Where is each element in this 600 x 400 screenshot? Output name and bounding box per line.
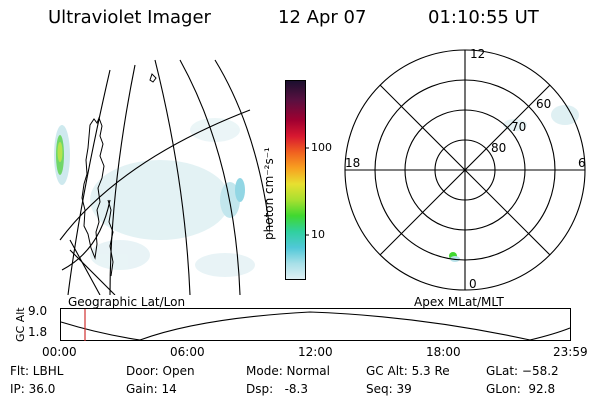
- glon-value: GLon: 92.8: [486, 382, 556, 396]
- geographic-caption: Geographic Lat/Lon: [68, 295, 186, 309]
- gc-alt-value: GC Alt: 5.3 Re: [366, 364, 450, 378]
- mode-value: Mode: Normal: [246, 364, 330, 378]
- mlat-label-70: 70: [511, 120, 527, 134]
- date-label: 12 Apr 07: [278, 7, 367, 28]
- altitude-ylabel: GC Alt: [14, 307, 27, 342]
- mlt-label-0: 0: [469, 277, 477, 291]
- mlt-label-6: 6: [578, 156, 586, 170]
- coastline: [81, 116, 105, 260]
- mlt-label-18: 18: [345, 156, 361, 170]
- mlat-label-60: 60: [536, 97, 552, 111]
- altitude-ytick-high: 9.0: [28, 304, 48, 318]
- polar-caption: Apex MLat/MLT: [414, 295, 504, 309]
- time-tick-2359: 23:59: [553, 345, 588, 359]
- colorbar: [285, 80, 309, 280]
- colorbar-axis-label: photon cm⁻²s⁻¹: [262, 147, 276, 240]
- instrument-title: Ultraviolet Imager: [48, 7, 211, 28]
- time-tick-0600: 06:00: [170, 345, 205, 359]
- door-value: Door: Open: [126, 364, 195, 378]
- ip-value: IP: 36.0: [10, 382, 56, 396]
- polar-emission: [449, 105, 579, 262]
- mlat-label-80: 80: [491, 141, 507, 155]
- time-tick-0000: 00:00: [42, 345, 77, 359]
- polar-plot: [344, 49, 586, 291]
- colorbar-tick-100: 100: [311, 141, 332, 154]
- geographic-map: [54, 59, 270, 295]
- dsp-value: Dsp: -8.3: [246, 382, 309, 396]
- time-tick-1200: 12:00: [298, 345, 333, 359]
- colorbar-tick-10: 10: [311, 228, 325, 241]
- altitude-plot: [60, 308, 571, 341]
- filter-value: Flt: LBHL: [10, 364, 64, 378]
- time-tick-1800: 18:00: [426, 345, 461, 359]
- altitude-ytick-low: 1.8: [28, 325, 48, 339]
- aurora-emission: [54, 118, 255, 277]
- mlt-label-12: 12: [470, 47, 486, 61]
- seq-value: Seq: 39: [366, 382, 412, 396]
- glat-value: GLat: −58.2: [486, 364, 559, 378]
- gain-value: Gain: 14: [126, 382, 177, 396]
- time-label: 01:10:55 UT: [428, 7, 539, 28]
